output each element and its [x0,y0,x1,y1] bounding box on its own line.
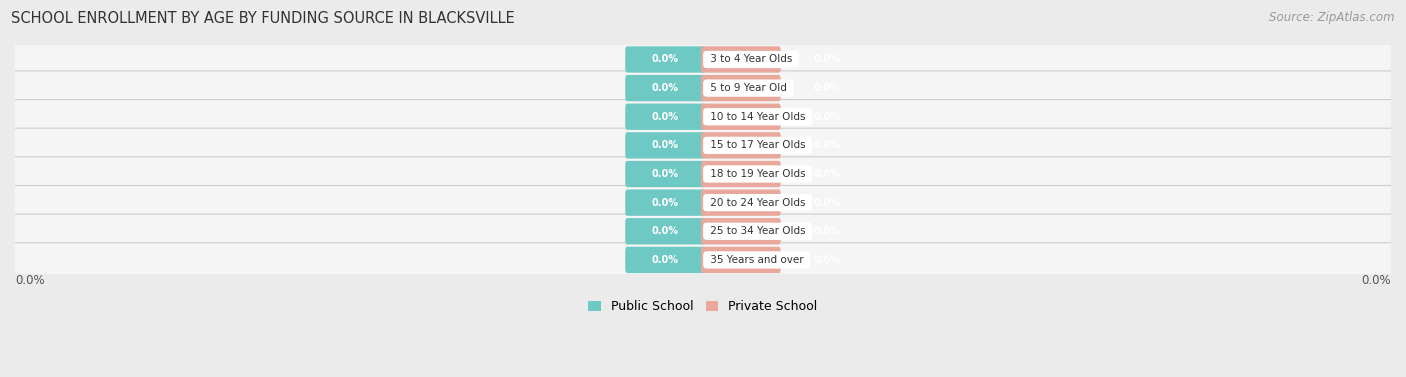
Text: 0.0%: 0.0% [15,274,45,287]
Text: 0.0%: 0.0% [651,140,679,150]
Text: 25 to 34 Year Olds: 25 to 34 Year Olds [707,226,808,236]
Text: SCHOOL ENROLLMENT BY AGE BY FUNDING SOURCE IN BLACKSVILLE: SCHOOL ENROLLMENT BY AGE BY FUNDING SOUR… [11,11,515,26]
Text: 0.0%: 0.0% [813,255,841,265]
FancyBboxPatch shape [702,132,780,159]
Text: 0.0%: 0.0% [813,226,841,236]
Legend: Public School, Private School: Public School, Private School [583,295,823,318]
Text: 0.0%: 0.0% [813,140,841,150]
Text: 0.0%: 0.0% [813,83,841,93]
Text: 0.0%: 0.0% [651,255,679,265]
Text: 35 Years and over: 35 Years and over [707,255,807,265]
FancyBboxPatch shape [0,157,1406,191]
FancyBboxPatch shape [626,132,704,159]
Text: 0.0%: 0.0% [651,83,679,93]
Text: 3 to 4 Year Olds: 3 to 4 Year Olds [707,55,796,64]
FancyBboxPatch shape [0,214,1406,248]
Text: 0.0%: 0.0% [813,169,841,179]
FancyBboxPatch shape [626,247,704,273]
Text: 0.0%: 0.0% [651,226,679,236]
Text: 0.0%: 0.0% [651,169,679,179]
FancyBboxPatch shape [0,42,1406,77]
FancyBboxPatch shape [626,190,704,216]
FancyBboxPatch shape [702,161,780,187]
Text: 0.0%: 0.0% [651,55,679,64]
FancyBboxPatch shape [0,71,1406,105]
FancyBboxPatch shape [702,247,780,273]
FancyBboxPatch shape [702,46,780,73]
FancyBboxPatch shape [702,218,780,244]
FancyBboxPatch shape [626,75,704,101]
FancyBboxPatch shape [702,104,780,130]
FancyBboxPatch shape [0,128,1406,162]
FancyBboxPatch shape [0,100,1406,134]
Text: 0.0%: 0.0% [813,198,841,208]
FancyBboxPatch shape [626,161,704,187]
FancyBboxPatch shape [0,243,1406,277]
Text: Source: ZipAtlas.com: Source: ZipAtlas.com [1270,11,1395,24]
Text: 0.0%: 0.0% [651,198,679,208]
Text: 15 to 17 Year Olds: 15 to 17 Year Olds [707,140,808,150]
Text: 18 to 19 Year Olds: 18 to 19 Year Olds [707,169,808,179]
Text: 20 to 24 Year Olds: 20 to 24 Year Olds [707,198,808,208]
FancyBboxPatch shape [702,75,780,101]
Text: 5 to 9 Year Old: 5 to 9 Year Old [707,83,790,93]
FancyBboxPatch shape [626,104,704,130]
FancyBboxPatch shape [626,218,704,244]
FancyBboxPatch shape [702,190,780,216]
Text: 10 to 14 Year Olds: 10 to 14 Year Olds [707,112,808,122]
Text: 0.0%: 0.0% [1361,274,1391,287]
FancyBboxPatch shape [626,46,704,73]
Text: 0.0%: 0.0% [813,112,841,122]
FancyBboxPatch shape [0,185,1406,220]
Text: 0.0%: 0.0% [813,55,841,64]
Text: 0.0%: 0.0% [651,112,679,122]
